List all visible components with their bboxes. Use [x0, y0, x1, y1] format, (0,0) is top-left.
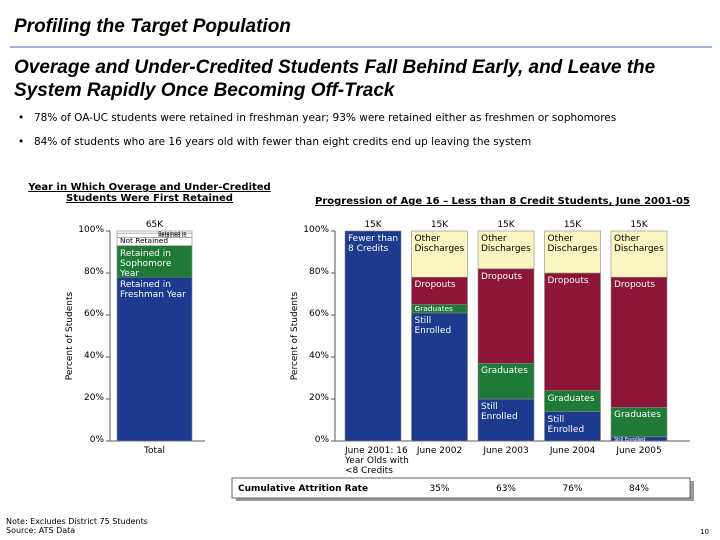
attrition-value: 76% — [562, 484, 583, 494]
attrition-value: 63% — [495, 484, 516, 494]
segment-label: Retained in Senior Year — [158, 231, 187, 237]
page-number: 10 — [700, 528, 709, 536]
y-tick-label: 20% — [83, 393, 104, 403]
bar-segment — [610, 276, 668, 408]
bar-segment — [477, 362, 535, 400]
segment-label: Graduates — [547, 393, 595, 404]
segment-label: Dropouts — [614, 280, 656, 291]
bar-total-label: 15K — [364, 220, 382, 230]
x-tick-label: June 2001: 16 Year Olds with <8 Credits — [345, 446, 409, 476]
bar-segment — [116, 230, 193, 234]
y-tick-label: 80% — [83, 267, 104, 277]
segment-label: Other Discharges — [547, 234, 598, 254]
bar-segment — [544, 411, 601, 442]
note: Note: Excludes District 75 Students — [6, 517, 148, 526]
segment-label: Fewer than 8 Credits — [348, 234, 399, 254]
bullet: 84% of students who are 16 years old wit… — [34, 136, 532, 148]
y-tick-label: 20% — [308, 393, 329, 403]
bar-segment — [544, 230, 601, 274]
segment-label: Retained in Sophomore Year — [120, 248, 172, 279]
bar-segment — [344, 230, 402, 442]
y-axis-title: Percent of Students — [290, 291, 300, 381]
segment-label: Graduates — [614, 410, 661, 421]
y-tick-label: 60% — [83, 309, 104, 319]
bar-segment — [477, 268, 535, 364]
page-subtitle: Overage and Under-Credited Students Fall… — [14, 57, 656, 101]
segment-label: Retained in Junior Year — [158, 233, 187, 240]
segment-label: Dropouts — [414, 280, 456, 291]
segment-label: Not Retained — [120, 237, 169, 246]
bullet-dot: • — [18, 136, 25, 148]
y-tick-label: 40% — [83, 351, 104, 361]
segment-label: Still Enrolled — [614, 436, 646, 443]
y-tick-label: 100% — [78, 225, 104, 235]
bar-segment — [116, 276, 193, 442]
y-tick-label: 40% — [308, 351, 329, 361]
bar-segment — [411, 230, 468, 278]
page-title: Profiling the Target Population — [14, 16, 291, 37]
bar-segment — [610, 407, 668, 438]
bar-total-label: 15K — [630, 220, 648, 230]
x-tick-label: June 2005 — [616, 446, 662, 456]
segment-label: Still Enrolled — [547, 414, 585, 435]
attrition-value: 84% — [628, 484, 649, 494]
segment-label: Dropouts — [481, 271, 523, 282]
y-tick-label: 0% — [314, 435, 329, 445]
y-tick-label: 0% — [89, 435, 104, 445]
segment-label: Graduates — [481, 366, 528, 377]
y-tick-label: 60% — [308, 309, 329, 319]
bullet-dot: • — [18, 112, 25, 124]
chart-title: Progression of Age 16 – Less than 8 Cred… — [315, 196, 690, 207]
source: Source: ATS Data — [6, 526, 76, 535]
y-axis-title: Percent of Students — [65, 291, 75, 381]
bar-total-label: 15K — [497, 220, 515, 230]
x-tick-label: June 2004 — [549, 446, 596, 456]
bullet: 78% of OA-UC students were retained in f… — [34, 112, 617, 124]
bar-total-label: 15K — [563, 220, 582, 230]
bar-total-label: 65K — [145, 220, 164, 230]
bar-segment — [544, 272, 601, 391]
attrition-box — [231, 477, 691, 499]
attrition-value: 35% — [429, 484, 450, 494]
y-tick-label: 80% — [308, 267, 329, 277]
segment-label: Still Enrolled — [414, 315, 452, 336]
x-tick-label: June 2003 — [483, 446, 529, 456]
bar-segment — [116, 245, 193, 278]
segment-label: Dropouts — [547, 276, 589, 286]
y-tick-label: 100% — [303, 225, 329, 235]
x-tick-label: Total — [143, 446, 166, 456]
segment-label: Other Discharges — [614, 234, 664, 254]
segment-label: Still Enrolled — [481, 402, 518, 422]
segment-label: Retained in Freshman Year — [120, 280, 186, 301]
bar-total-label: 15K — [430, 220, 449, 230]
segment-label: Other Discharges — [414, 234, 465, 254]
chart-title: Year in Which Overage and Under-Credited… — [28, 182, 271, 204]
segment-label: Other Discharges — [481, 234, 531, 254]
x-tick-label: June 2002 — [416, 446, 463, 456]
attrition-label: Cumulative Attrition Rate — [238, 484, 369, 494]
segment-label: Graduates — [414, 304, 454, 313]
bar-segment — [477, 230, 535, 270]
bar-segment — [610, 230, 668, 278]
bar-segment — [477, 398, 535, 442]
